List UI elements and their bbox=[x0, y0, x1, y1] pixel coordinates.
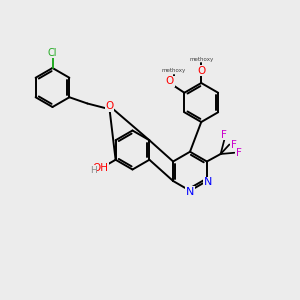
Text: Cl: Cl bbox=[48, 47, 57, 58]
Text: methoxy: methoxy bbox=[189, 57, 213, 62]
Text: H: H bbox=[90, 166, 97, 175]
Text: O: O bbox=[166, 76, 174, 86]
Text: O: O bbox=[197, 65, 206, 76]
Text: OH: OH bbox=[92, 163, 108, 173]
Text: F: F bbox=[221, 130, 227, 140]
Text: O: O bbox=[105, 101, 113, 111]
Text: N: N bbox=[204, 177, 212, 187]
Text: N: N bbox=[186, 187, 194, 197]
Text: F: F bbox=[231, 140, 237, 149]
Text: F: F bbox=[236, 148, 242, 158]
Text: methoxy: methoxy bbox=[162, 68, 186, 73]
